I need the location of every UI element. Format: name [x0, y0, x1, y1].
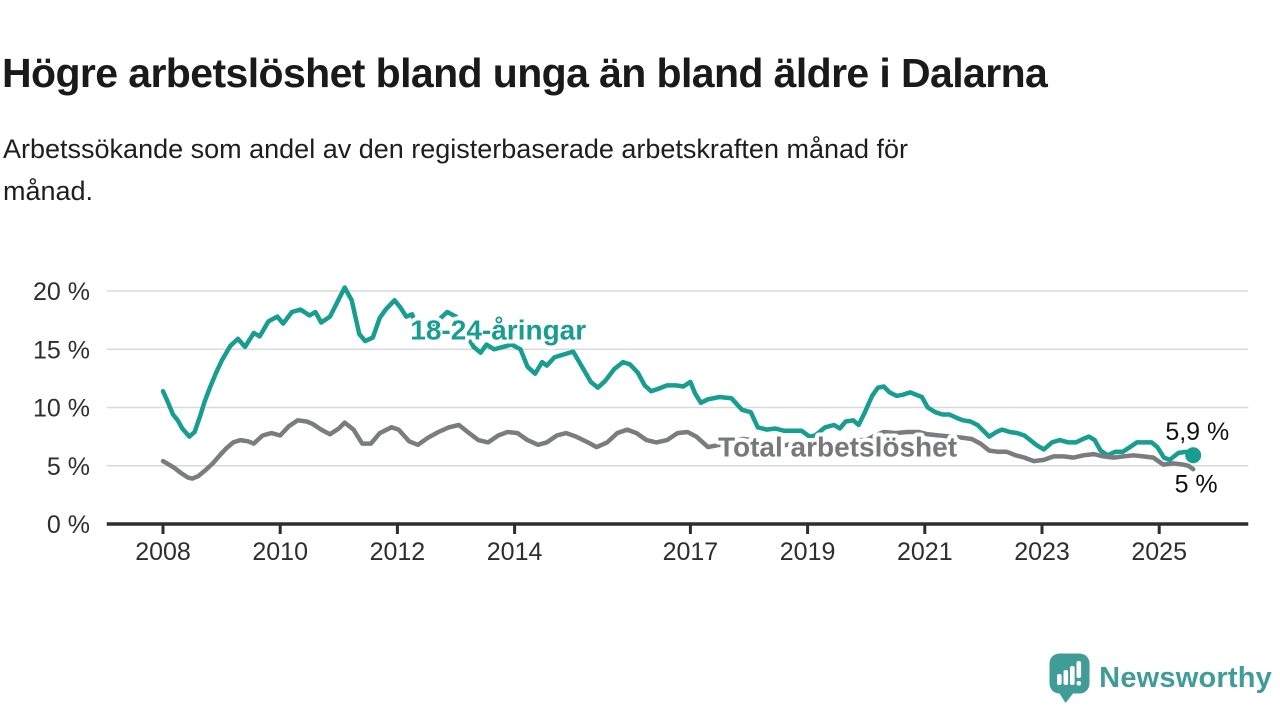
series-line-18-24-ringar [160, 285, 1196, 463]
subtitle-line-1: Arbetssökande som andel av den registerb… [3, 134, 909, 164]
annotation-label: 5 % [1175, 470, 1218, 498]
gridlines [106, 290, 1249, 467]
series-line-total-arbetsl-shet [160, 418, 1196, 481]
x-tick-label: 2017 [663, 538, 719, 566]
y-tick-label: 10 % [33, 395, 90, 423]
y-axis-labels: 0 % 5 % 10 % 15 % 20 % [33, 278, 90, 539]
x-tick-label: 2019 [780, 538, 836, 566]
chart-annotations: 18-24-åringar Total arbetslöshet 5,9 % 5 % [406, 311, 1233, 503]
annotation-label: 18-24-åringar [410, 315, 586, 346]
newsworthy-logo-text: Newsworthy [1099, 662, 1272, 694]
annotation-label: 5,9 % [1165, 418, 1229, 446]
x-tick-label: 2025 [1131, 538, 1187, 566]
newsworthy-logo-icon [1049, 653, 1090, 703]
annotation-label: Total arbetslöshet [718, 432, 957, 463]
page-title: Högre arbetslöshet bland unga än bland ä… [2, 50, 1048, 97]
x-axis-ticks: 2008 2010 2012 2014 2017 2019 2021 2023 2025 [135, 524, 1187, 566]
speech-bubble-tail [1058, 691, 1076, 703]
x-tick-label: 2012 [370, 538, 426, 566]
y-tick-label: 15 % [33, 336, 90, 364]
x-tick-label: 2023 [1014, 538, 1070, 566]
newsworthy-logo: Newsworthy [1049, 653, 1272, 704]
y-tick-label: 20 % [33, 278, 90, 306]
y-tick-label: 5 % [47, 453, 90, 481]
exclamation-glyph [1076, 661, 1082, 686]
y-tick-label: 0 % [47, 511, 90, 539]
x-tick-label: 2008 [135, 538, 191, 566]
x-tick-label: 2014 [487, 538, 543, 566]
speech-bubble-shape [1049, 653, 1090, 694]
x-tick-label: 2021 [897, 538, 953, 566]
bar-chart-glyph [1057, 666, 1075, 685]
x-tick-label: 2010 [252, 538, 308, 566]
page-subtitle: Arbetssökande som andel av den registerb… [3, 129, 1183, 213]
subtitle-line-2: månad. [3, 175, 94, 206]
series-end-dot [1185, 447, 1202, 464]
